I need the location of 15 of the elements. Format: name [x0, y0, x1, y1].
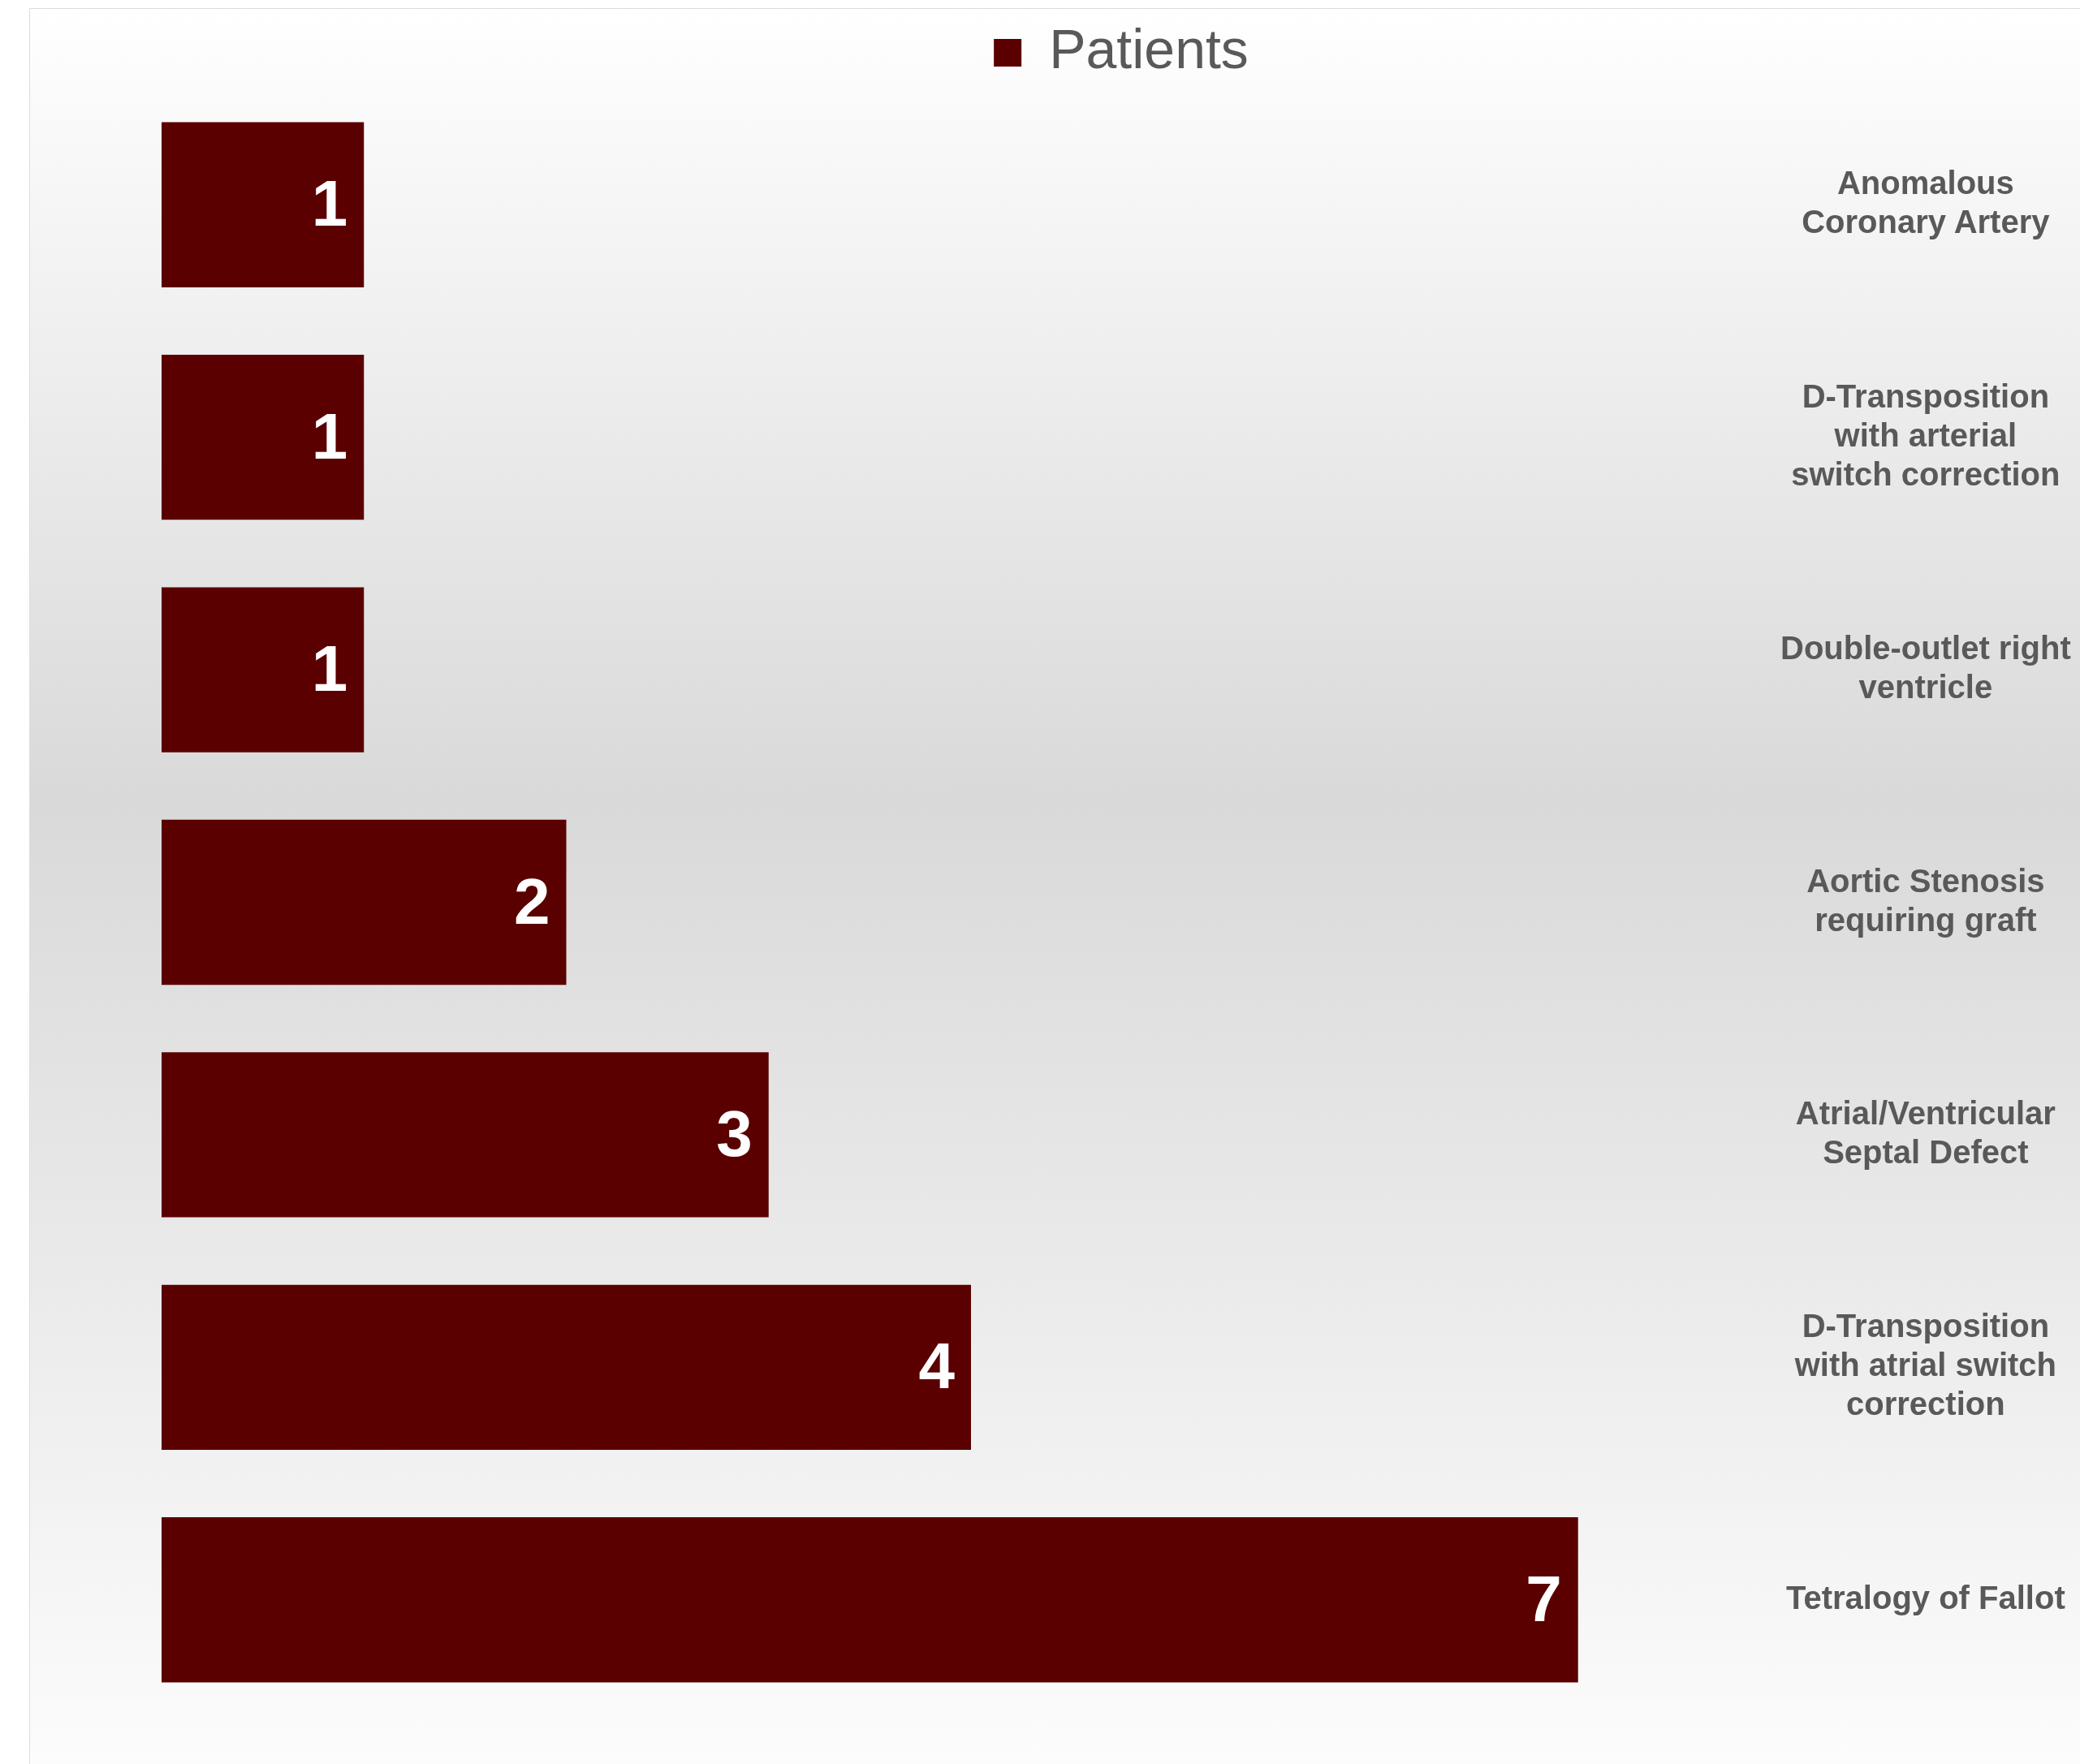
y-tick-label: D-Transposition with atrial switch correction	[1793, 1308, 2057, 1422]
data-label: 2	[514, 865, 550, 938]
data-label: 4	[918, 1330, 956, 1403]
data-label: 1	[311, 632, 348, 705]
y-tick-label: Double-outlet right ventricle	[1780, 630, 2071, 705]
legend-label: Patients	[1049, 17, 1249, 80]
data-label: 1	[311, 399, 348, 472]
y-tick-label: Aortic Stenosis requiring graft	[1806, 862, 2045, 938]
y-tick-label: Tetralogy of Fallot	[1786, 1579, 2065, 1615]
data-label: 3	[716, 1097, 753, 1170]
y-tick-label: D-Transposition with arterial switch correction	[1791, 377, 2061, 492]
y-tick-label: Atrial/Ventricular Septal Defect	[1795, 1094, 2056, 1170]
data-label: 7	[1525, 1562, 1562, 1635]
data-label: 1	[311, 167, 348, 240]
y-tick-label: Anomalous Coronary Artery	[1802, 165, 2051, 240]
